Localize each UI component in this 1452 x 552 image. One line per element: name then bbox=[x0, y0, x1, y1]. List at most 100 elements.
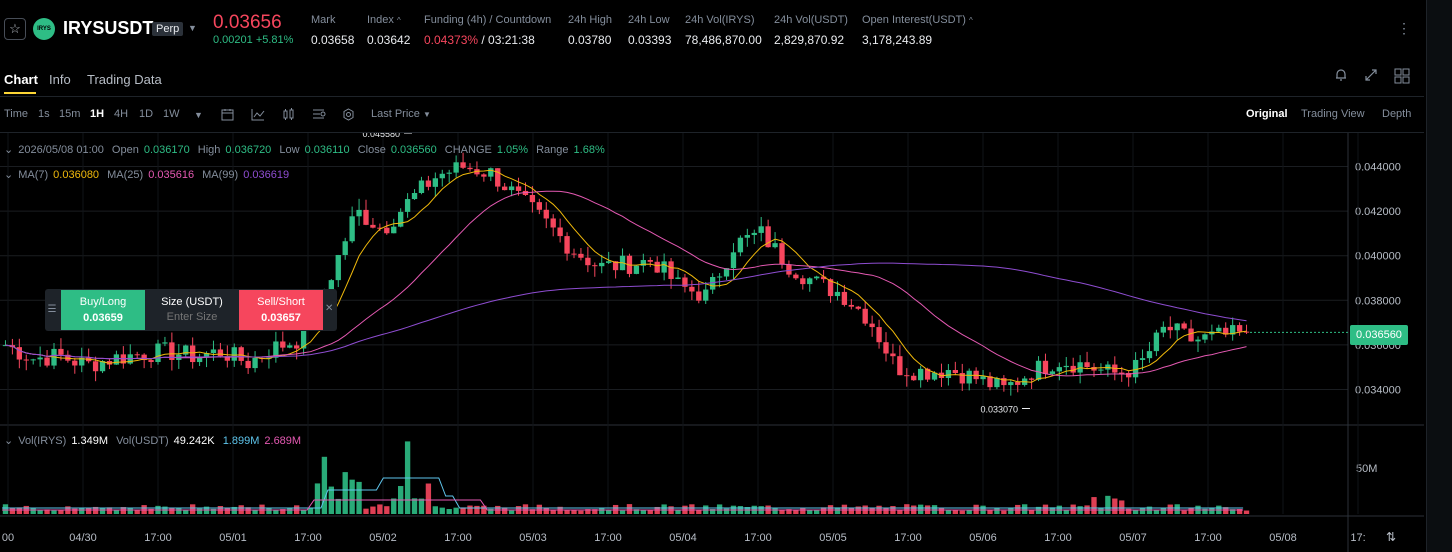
volume-bar bbox=[779, 509, 785, 514]
indicator-icon[interactable] bbox=[251, 108, 265, 124]
volume-bar bbox=[723, 508, 730, 514]
volume-bar bbox=[1126, 508, 1132, 514]
view-trading-view[interactable]: Trading View bbox=[1301, 108, 1365, 120]
layout-grid-icon[interactable] bbox=[1394, 68, 1410, 87]
volume-bar bbox=[460, 507, 466, 514]
tab-info[interactable]: Info bbox=[49, 72, 71, 87]
more-menu-icon[interactable]: ⋮ bbox=[1397, 20, 1411, 36]
candle-body bbox=[467, 167, 473, 170]
candle-body bbox=[1028, 378, 1035, 380]
template-icon[interactable] bbox=[312, 108, 326, 124]
candle-body bbox=[585, 257, 591, 266]
volume-bar bbox=[134, 510, 140, 514]
volume-bar bbox=[883, 508, 889, 514]
close-icon[interactable]: ✕ bbox=[325, 303, 334, 314]
candle-body bbox=[564, 236, 570, 254]
volume-bar bbox=[1042, 504, 1049, 514]
candle-type-icon[interactable] bbox=[282, 108, 295, 124]
volume-bar bbox=[585, 509, 591, 514]
candle-body bbox=[1160, 326, 1166, 333]
volume-bar bbox=[599, 508, 605, 514]
volume-bar bbox=[190, 504, 196, 514]
price-change: 0.00201 +5.81% bbox=[213, 34, 293, 46]
volume-bar bbox=[287, 508, 293, 514]
candle-body bbox=[987, 376, 993, 388]
candle-body bbox=[924, 368, 931, 380]
price-type-select[interactable]: Last Price ▼ bbox=[371, 108, 431, 120]
calendar-icon[interactable] bbox=[221, 108, 234, 124]
x-tick-label: 05/01 bbox=[219, 532, 247, 544]
chevron-down-icon[interactable]: ▼ bbox=[188, 23, 197, 33]
tab-trading-data[interactable]: Trading Data bbox=[87, 72, 162, 87]
volume-bar bbox=[314, 483, 321, 514]
candle-body bbox=[814, 276, 820, 279]
x-tick-label: 00 bbox=[2, 532, 14, 544]
volume-bar bbox=[418, 498, 425, 514]
favorite-star-icon[interactable]: ☆ bbox=[4, 18, 26, 40]
volume-bar bbox=[391, 498, 397, 514]
candlestick-chart[interactable]: 0.0440000.0420000.0400000.0380000.036000… bbox=[0, 133, 1424, 552]
stat-index[interactable]: Index ^ 0.03642 bbox=[367, 14, 411, 47]
settings-icon[interactable] bbox=[342, 108, 355, 124]
candle-body bbox=[141, 354, 147, 361]
volume-bar bbox=[335, 498, 341, 514]
candle-body bbox=[1042, 360, 1049, 374]
candle-body bbox=[592, 265, 598, 267]
volume-bar bbox=[536, 504, 542, 514]
drag-handle-icon[interactable]: ☰ bbox=[47, 304, 57, 315]
candle-body bbox=[162, 342, 168, 344]
candle-body bbox=[1153, 332, 1160, 352]
volume-ma-line bbox=[2, 477, 1244, 509]
candle-body bbox=[689, 286, 695, 292]
volume-bar bbox=[571, 510, 577, 514]
interval-1h[interactable]: 1H bbox=[90, 108, 105, 120]
volume-bar bbox=[210, 508, 217, 514]
interval-1d[interactable]: 1D bbox=[139, 108, 154, 120]
candle-body bbox=[72, 360, 78, 366]
volume-bar bbox=[446, 509, 452, 514]
stat-24h-vol-base: 24h Vol(IRYS) 78,486,870.00 bbox=[685, 14, 762, 47]
volume-bar bbox=[675, 509, 681, 514]
candle-body bbox=[952, 370, 958, 374]
bell-icon[interactable] bbox=[1334, 68, 1348, 85]
volume-bar bbox=[2, 504, 9, 514]
view-original[interactable]: Original bbox=[1246, 108, 1288, 120]
size-input[interactable] bbox=[152, 311, 232, 323]
interval-4h[interactable]: 4H bbox=[114, 108, 129, 120]
divider bbox=[0, 96, 1424, 97]
last-price: 0.03656 bbox=[213, 12, 282, 33]
interval-dropdown-icon[interactable]: ▼ bbox=[194, 110, 203, 120]
tab-chart[interactable]: Chart bbox=[4, 72, 38, 87]
stat-open-interest[interactable]: Open Interest(USDT) ^ 3,178,243.89 bbox=[862, 14, 973, 47]
candle-body bbox=[1126, 372, 1132, 378]
candle-body bbox=[155, 343, 161, 362]
symbol-name[interactable]: IRYSUSDT bbox=[63, 18, 154, 38]
buy-long-button[interactable]: Buy/Long 0.03659 bbox=[61, 290, 145, 330]
x-tick-label: 17:00 bbox=[294, 532, 322, 544]
y-tick-label: 0.044000 bbox=[1355, 161, 1401, 173]
candle-body bbox=[834, 291, 841, 297]
candle-body bbox=[384, 227, 390, 234]
volume-bar bbox=[79, 508, 85, 514]
candle-body bbox=[966, 370, 972, 384]
interval-15m[interactable]: 15m bbox=[59, 108, 81, 120]
candle-body bbox=[294, 345, 300, 349]
candle-body bbox=[16, 347, 22, 360]
candle-body bbox=[1195, 339, 1201, 342]
volume-bar bbox=[897, 510, 903, 514]
divider bbox=[0, 132, 1424, 133]
sell-short-button[interactable]: Sell/Short 0.03657 bbox=[239, 290, 323, 330]
volume-bar bbox=[640, 509, 646, 514]
expand-icon[interactable] bbox=[1364, 68, 1378, 85]
candle-body bbox=[612, 261, 619, 271]
y-tick-label: 0.034000 bbox=[1355, 385, 1401, 397]
volume-bar bbox=[169, 508, 175, 514]
candle-body bbox=[890, 353, 896, 357]
interval-1s[interactable]: 1s bbox=[38, 108, 50, 120]
interval-time[interactable]: Time bbox=[4, 108, 29, 120]
interval-1w[interactable]: 1W bbox=[163, 108, 180, 120]
candle-body bbox=[710, 276, 716, 290]
candle-body bbox=[79, 357, 85, 366]
view-depth[interactable]: Depth bbox=[1382, 108, 1412, 120]
ma7-line bbox=[5, 169, 1247, 383]
